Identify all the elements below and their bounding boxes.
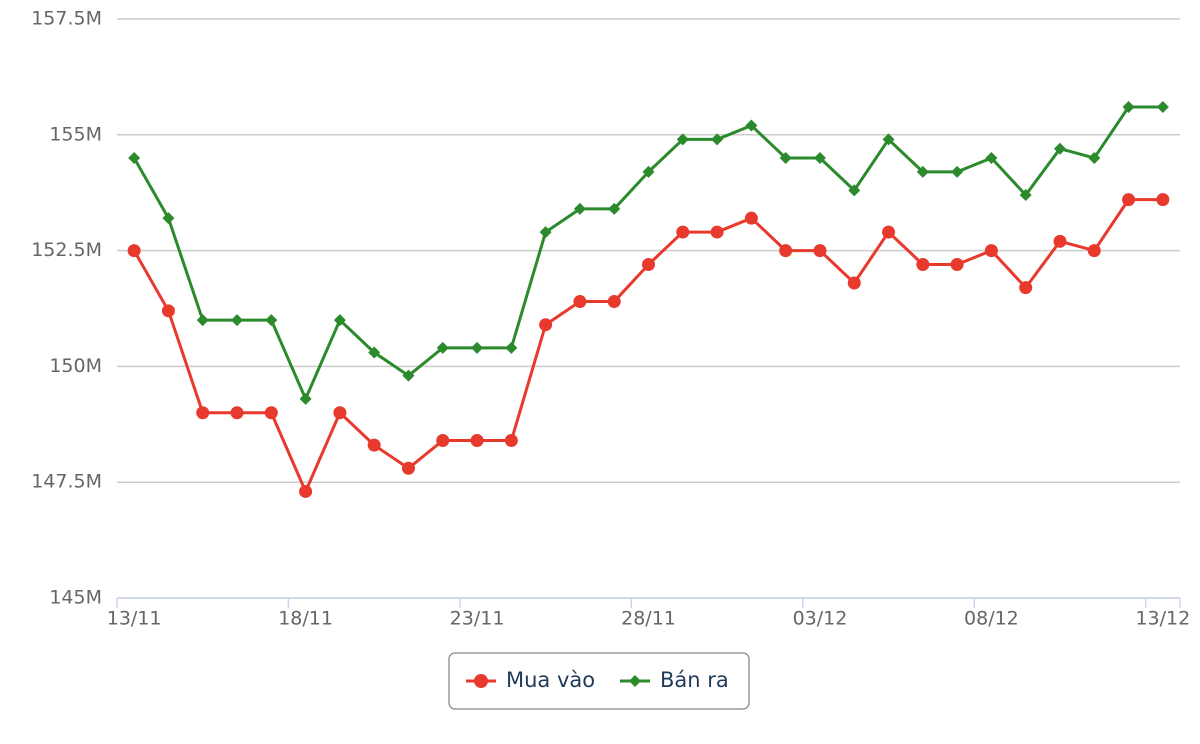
y-tick-label: 157.5M xyxy=(31,8,102,30)
point xyxy=(471,341,484,354)
series-line xyxy=(132,198,1163,493)
point xyxy=(128,151,141,164)
point xyxy=(573,295,587,309)
point xyxy=(779,244,793,258)
point xyxy=(676,225,690,239)
point xyxy=(642,257,655,271)
series-line xyxy=(132,105,1163,401)
point xyxy=(985,151,998,164)
x-tick-label: 08/12 xyxy=(964,608,1019,630)
point xyxy=(951,165,964,178)
point xyxy=(744,211,758,225)
point xyxy=(402,369,415,382)
point xyxy=(127,244,141,258)
point xyxy=(162,212,175,225)
x-tick-label: 18/11 xyxy=(278,608,333,630)
point xyxy=(1156,193,1170,207)
point xyxy=(1019,281,1033,295)
point xyxy=(848,184,861,197)
point xyxy=(1122,193,1136,207)
point xyxy=(710,225,724,239)
legend-marker xyxy=(474,674,488,688)
point xyxy=(1019,189,1032,202)
point xyxy=(436,341,449,354)
point xyxy=(470,434,484,448)
point xyxy=(1053,142,1066,155)
legend-marker xyxy=(629,675,641,687)
y-tick-label: 147.5M xyxy=(31,471,102,493)
point xyxy=(607,295,621,309)
point xyxy=(984,244,998,258)
point xyxy=(231,314,244,327)
point xyxy=(1156,101,1169,114)
y-tick-label: 155M xyxy=(49,123,102,145)
point xyxy=(1088,151,1101,164)
point xyxy=(368,346,381,359)
point xyxy=(950,257,964,271)
point xyxy=(539,226,552,239)
legend-label[interactable]: Mua vào xyxy=(506,668,595,692)
point xyxy=(608,202,621,215)
point xyxy=(1087,244,1101,258)
point xyxy=(539,318,553,332)
point xyxy=(882,133,895,146)
x-tick-label: 28/11 xyxy=(621,608,676,630)
point xyxy=(230,406,244,420)
y-tick-label: 152.5M xyxy=(31,239,102,261)
point xyxy=(882,225,896,239)
y-tick-label: 150M xyxy=(49,355,102,377)
point xyxy=(265,314,278,327)
legend-box xyxy=(448,652,750,710)
legend-label[interactable]: Bán ra xyxy=(660,668,729,692)
point xyxy=(916,165,929,178)
x-tick-label: 03/12 xyxy=(793,608,848,630)
point xyxy=(779,151,792,164)
point xyxy=(161,304,175,318)
point xyxy=(333,314,346,327)
point xyxy=(1122,101,1135,114)
point xyxy=(573,202,586,215)
point xyxy=(367,438,381,452)
point xyxy=(745,119,758,132)
point xyxy=(436,434,450,448)
x-tick-label: 13/11 xyxy=(107,608,162,630)
point xyxy=(676,133,689,146)
point xyxy=(711,133,724,146)
point xyxy=(916,257,930,271)
point xyxy=(505,341,518,354)
x-tick-label: 23/11 xyxy=(450,608,505,630)
point xyxy=(401,461,415,475)
point xyxy=(299,392,312,405)
point xyxy=(642,165,655,178)
point xyxy=(333,406,347,420)
y-tick-label: 145M xyxy=(49,587,102,609)
point xyxy=(196,314,209,327)
point xyxy=(264,406,278,420)
x-tick-label: 13/12 xyxy=(1135,608,1190,630)
point xyxy=(504,434,518,448)
point xyxy=(299,484,313,498)
point xyxy=(813,151,826,164)
point xyxy=(1053,234,1067,248)
point xyxy=(813,244,827,258)
point xyxy=(196,406,210,420)
point xyxy=(847,276,861,290)
